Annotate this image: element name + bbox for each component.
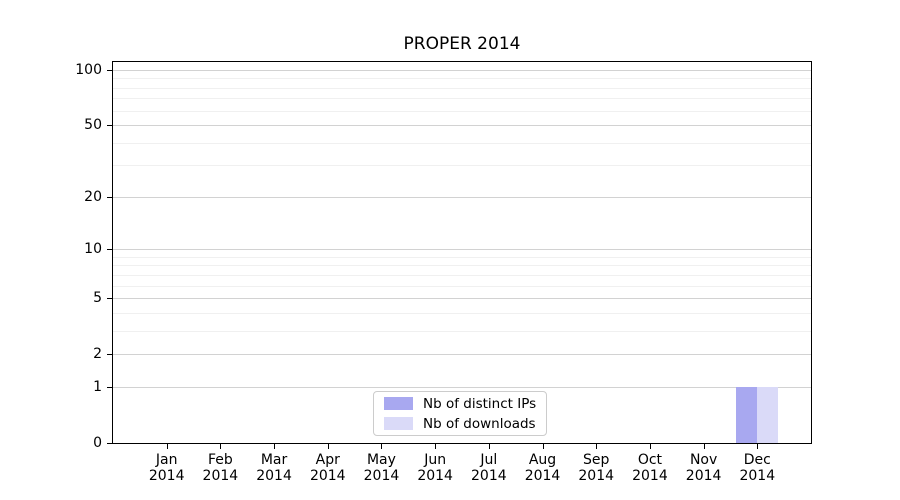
legend: Nb of distinct IPs Nb of downloads bbox=[373, 391, 547, 436]
x-tick-month: May bbox=[366, 452, 396, 468]
y-tick-mark bbox=[107, 298, 113, 300]
gridline-major bbox=[113, 298, 811, 300]
y-tick-label: 2 bbox=[93, 346, 102, 363]
x-tick-mark bbox=[596, 443, 598, 449]
y-tick-label: 5 bbox=[93, 290, 102, 307]
x-tick-month: Mar bbox=[260, 452, 288, 468]
x-tick-year: 2014 bbox=[148, 468, 185, 484]
gridline-major bbox=[113, 196, 811, 198]
y-tick-mark bbox=[107, 386, 113, 388]
y-tick-label: 50 bbox=[84, 117, 102, 134]
y-tick-mark bbox=[107, 249, 113, 251]
y-tick-mark bbox=[107, 125, 113, 127]
x-tick-label: Jul 2014 bbox=[457, 452, 521, 484]
gridline-major bbox=[113, 386, 811, 388]
x-tick-label: Feb 2014 bbox=[188, 452, 252, 484]
x-tick-year: 2014 bbox=[524, 468, 561, 484]
legend-row: Nb of distinct IPs bbox=[384, 396, 546, 412]
chart-title: PROPER 2014 bbox=[403, 34, 521, 54]
x-tick-mark bbox=[649, 443, 651, 449]
x-tick-month: Sep bbox=[583, 452, 610, 468]
x-tick-mark bbox=[381, 443, 383, 449]
gridline-minor bbox=[113, 110, 811, 112]
x-tick-label: Nov 2014 bbox=[672, 452, 736, 484]
y-tick-mark bbox=[107, 354, 113, 356]
gridline-major bbox=[113, 249, 811, 251]
x-tick-mark bbox=[488, 443, 490, 449]
x-tick-year: 2014 bbox=[417, 468, 453, 484]
gridline-minor bbox=[113, 87, 811, 89]
y-tick-label: 1 bbox=[93, 378, 102, 395]
gridline-minor bbox=[113, 142, 811, 144]
x-tick-month: Nov bbox=[689, 452, 718, 468]
x-tick-label: Dec 2014 bbox=[725, 452, 789, 484]
y-tick-label: 100 bbox=[75, 62, 102, 78]
x-tick-mark bbox=[703, 443, 705, 449]
x-tick-year: 2014 bbox=[578, 468, 615, 484]
x-tick-label: Jan 2014 bbox=[135, 452, 199, 484]
gridline-major bbox=[113, 354, 811, 356]
legend-swatch bbox=[384, 417, 413, 430]
x-tick-label: Apr 2014 bbox=[296, 452, 360, 484]
gridline-minor bbox=[113, 265, 811, 267]
x-tick-month: Dec bbox=[743, 452, 771, 468]
x-tick-year: 2014 bbox=[202, 468, 239, 484]
gridline-minor bbox=[113, 256, 811, 258]
x-tick-mark bbox=[274, 443, 276, 449]
x-tick-year: 2014 bbox=[363, 468, 400, 484]
x-tick-label: Jun 2014 bbox=[403, 452, 467, 484]
y-tick-label: 20 bbox=[84, 188, 102, 205]
x-tick-mark bbox=[757, 443, 759, 449]
x-tick-mark bbox=[327, 443, 329, 449]
x-tick-month: Feb bbox=[207, 452, 233, 468]
x-tick-month: Aug bbox=[528, 452, 557, 468]
x-tick-mark bbox=[542, 443, 544, 449]
legend-label: Nb of distinct IPs bbox=[423, 395, 537, 412]
x-tick-label: May 2014 bbox=[349, 452, 413, 484]
x-tick-month: Jan bbox=[155, 452, 178, 468]
x-tick-year: 2014 bbox=[256, 468, 292, 484]
x-tick-month: Jul bbox=[480, 452, 498, 468]
gridline-minor bbox=[113, 274, 811, 276]
gridline-major bbox=[113, 70, 811, 71]
y-tick-label: 10 bbox=[84, 241, 102, 258]
x-tick-year: 2014 bbox=[309, 468, 346, 484]
y-tick-mark bbox=[107, 70, 113, 71]
x-tick-year: 2014 bbox=[632, 468, 668, 484]
gridline-minor bbox=[113, 285, 811, 287]
legend-label: Nb of downloads bbox=[423, 415, 536, 432]
x-tick-mark bbox=[220, 443, 222, 449]
x-tick-year: 2014 bbox=[739, 468, 776, 484]
legend-swatch bbox=[384, 397, 413, 410]
gridline-major bbox=[113, 125, 811, 127]
y-tick-mark bbox=[107, 443, 113, 444]
gridline-minor bbox=[113, 98, 811, 100]
legend-row: Nb of downloads bbox=[384, 416, 546, 432]
x-tick-mark bbox=[435, 443, 437, 449]
gridline-minor bbox=[113, 312, 811, 314]
x-tick-label: Mar 2014 bbox=[242, 452, 306, 484]
x-tick-label: Aug 2014 bbox=[511, 452, 575, 484]
x-tick-month: Apr bbox=[315, 452, 340, 468]
gridline-minor bbox=[113, 78, 811, 80]
y-tick-label: 0 bbox=[93, 435, 102, 451]
plot-area bbox=[112, 61, 812, 444]
x-tick-year: 2014 bbox=[685, 468, 722, 484]
x-tick-label: Oct 2014 bbox=[618, 452, 682, 484]
x-tick-year: 2014 bbox=[471, 468, 507, 484]
x-tick-month: Oct bbox=[637, 452, 663, 468]
x-tick-mark bbox=[166, 443, 168, 449]
bar bbox=[736, 386, 758, 443]
gridline-minor bbox=[113, 330, 811, 332]
x-tick-label: Sep 2014 bbox=[564, 452, 628, 484]
gridline-minor bbox=[113, 165, 811, 167]
x-tick-month: Jun bbox=[424, 452, 447, 468]
bar bbox=[757, 386, 779, 443]
y-tick-mark bbox=[107, 196, 113, 198]
